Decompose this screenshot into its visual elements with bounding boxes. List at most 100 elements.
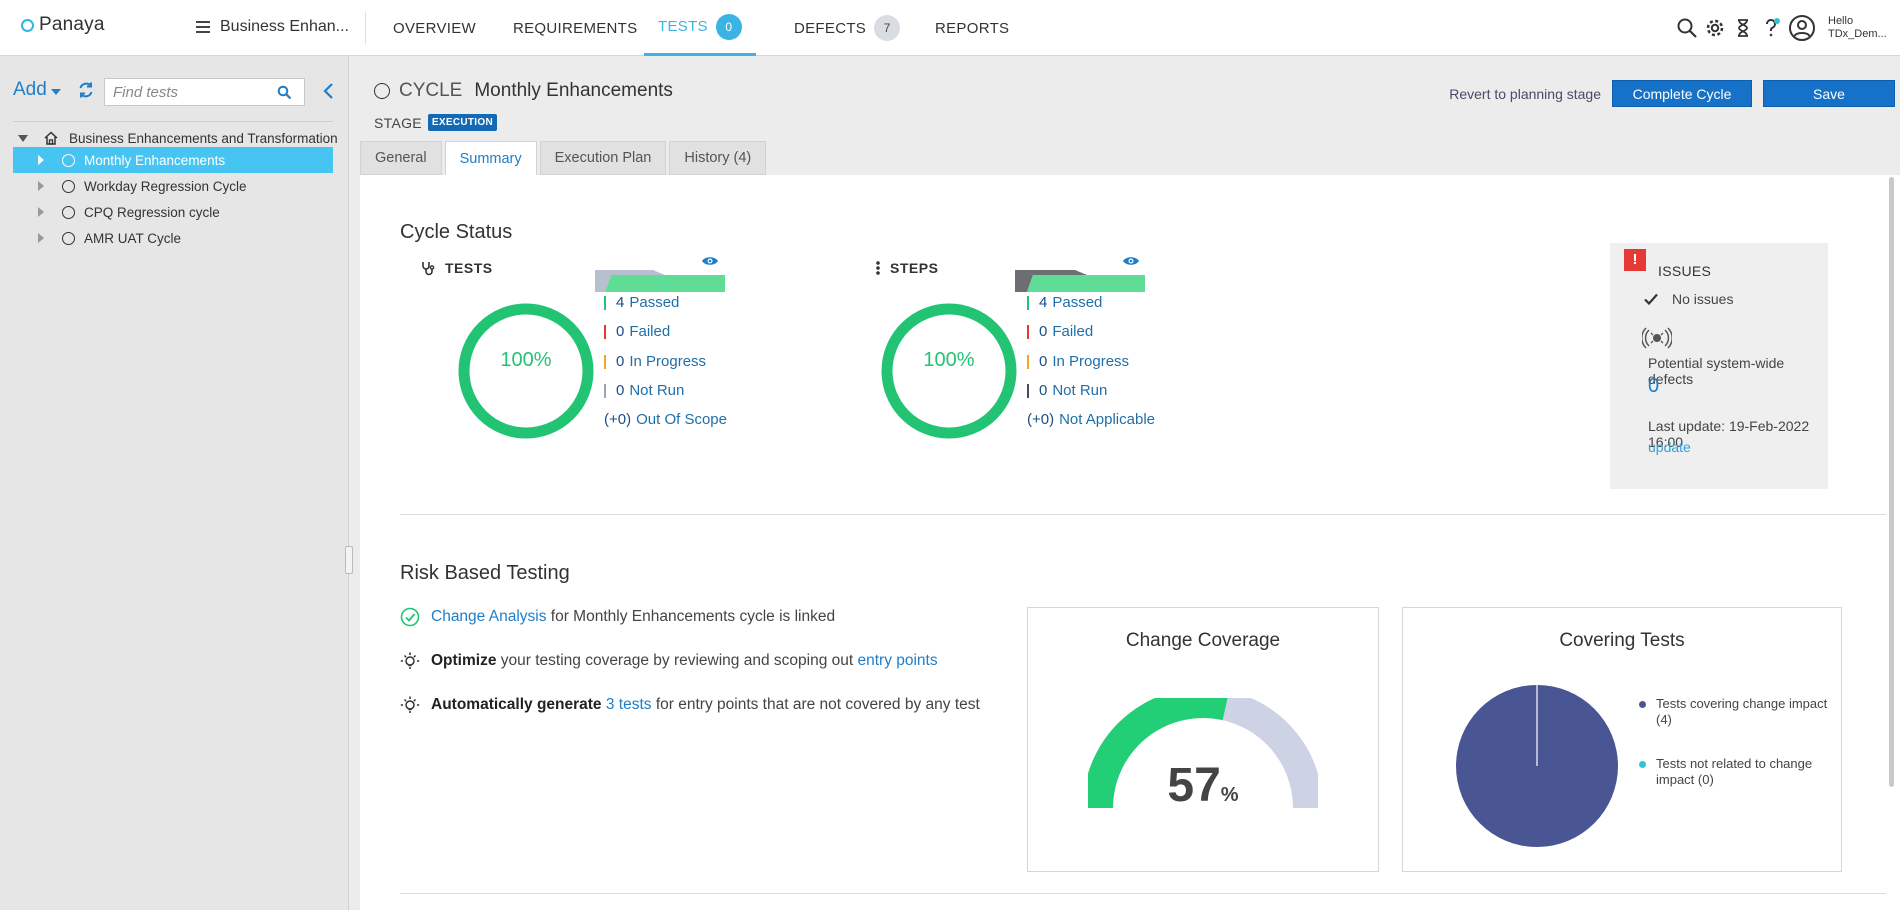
optimize-bold: Optimize [431, 652, 497, 669]
stage-badge: EXECUTION [427, 114, 497, 131]
content-scrollbar[interactable] [1886, 175, 1900, 910]
last-update-text: Last update: 19-Feb-2022 16:00 [1648, 418, 1810, 450]
steps-dots-icon [876, 261, 880, 275]
expand-right-icon[interactable] [38, 233, 44, 243]
tree-item-cpq-regression-cycle[interactable]: CPQ Regression cycle [13, 199, 333, 225]
tab-summary[interactable]: Summary [444, 141, 537, 176]
cycle-status-title: Cycle Status [400, 221, 513, 243]
tests-progress-bar [595, 270, 725, 292]
scrollbar-thumb[interactable] [1889, 177, 1894, 787]
failed-bar [1027, 324, 1029, 339]
user-avatar-icon[interactable] [1788, 14, 1816, 42]
legend-tests-covering: Tests covering change impact (4) [1639, 696, 1829, 728]
hamburger-menu-icon[interactable] [196, 21, 210, 33]
steps-passed-stat[interactable]: 4 Passed [1027, 294, 1102, 311]
stage-indicator: STAGE EXECUTION [374, 114, 497, 131]
cycle-name: Monthly Enhancements [474, 80, 673, 101]
tests-failed-count: 0 [616, 323, 625, 340]
tests-outofscope-stat[interactable]: (+0) Out Of Scope [604, 411, 727, 428]
expand-right-icon[interactable] [38, 207, 44, 217]
expand-right-icon[interactable] [38, 155, 44, 165]
nav-requirements[interactable]: REQUIREMENTS [513, 19, 638, 37]
complete-cycle-button[interactable]: Complete Cycle [1612, 80, 1752, 107]
tree-item-workday-regression-cycle[interactable]: Workday Regression Cycle [13, 173, 333, 199]
tree-root-project[interactable]: Business Enhancements and Transformation [18, 126, 338, 150]
alert-icon: ! [1624, 249, 1646, 271]
lightbulb-icon [400, 652, 420, 669]
panaya-logo[interactable]: Panaya [21, 14, 105, 36]
cycle-header: CYCLE Monthly Enhancements STAGE EXECUTI… [360, 56, 1900, 176]
tab-execution-plan[interactable]: Execution Plan [539, 141, 667, 175]
chevron-down-icon [50, 89, 61, 95]
gear-icon[interactable] [1704, 17, 1726, 39]
search-icon[interactable] [1676, 17, 1698, 39]
home-icon [44, 131, 58, 145]
cycle-status-icon [62, 153, 75, 167]
update-link[interactable]: update [1648, 439, 1691, 455]
steps-notapplicable-count: (+0) [1027, 411, 1055, 428]
change-coverage-value: 57% [1028, 758, 1378, 813]
collapse-sidebar-icon[interactable] [322, 82, 336, 100]
steps-failed-label: Failed [1052, 323, 1094, 340]
tests-failed-stat[interactable]: 0 Failed [604, 323, 670, 340]
change-analysis-link[interactable]: Change Analysis [431, 608, 547, 625]
steps-donut-chart [881, 303, 1017, 439]
risk-based-testing-title: Risk Based Testing [400, 562, 570, 584]
user-greeting[interactable]: Hello TDx_Dem... [1828, 15, 1900, 41]
potential-defects-label: Potential system-wide defects [1648, 355, 1785, 387]
tree-item-amr-uat-cycle[interactable]: AMR UAT Cycle [13, 225, 333, 251]
nav-reports[interactable]: REPORTS [935, 19, 1010, 37]
expand-down-icon[interactable] [18, 134, 28, 142]
sidebar-toolbar: Add [13, 79, 95, 101]
find-tests-input[interactable] [105, 79, 277, 105]
sidebar-resize-handle[interactable] [345, 546, 353, 574]
section-divider [400, 893, 1886, 894]
logo-ring-icon [21, 18, 34, 32]
change-analysis-text: for Monthly Enhancements cycle is linked [546, 608, 836, 625]
legend-dot [1639, 701, 1646, 708]
hourglass-icon[interactable] [1732, 17, 1754, 39]
covering-tests-title: Covering Tests [1559, 630, 1685, 651]
change-coverage-title: Change Coverage [1125, 630, 1281, 651]
refresh-icon[interactable] [77, 81, 95, 99]
help-icon[interactable] [1760, 17, 1782, 39]
tab-history[interactable]: History (4) [669, 141, 767, 175]
stage-label: STAGE [374, 114, 422, 131]
potential-defects-count[interactable]: 0 [1648, 375, 1660, 397]
summary-content: Cycle Status TESTS 100% 4 Passed 0 Failed … [360, 175, 1900, 910]
add-button[interactable]: Add [13, 79, 61, 101]
nav-overview[interactable]: OVERVIEW [393, 19, 476, 37]
save-button[interactable]: Save [1763, 80, 1895, 107]
steps-passed-label: Passed [1052, 294, 1103, 311]
nav-tests[interactable]: TESTS 0 [644, 0, 756, 56]
revert-to-planning-link[interactable]: Revert to planning stage [1449, 85, 1601, 102]
expand-right-icon[interactable] [38, 181, 44, 191]
auto-generate-text: for entry points that are not covered by… [651, 696, 980, 713]
tests-passed-stat[interactable]: 4 Passed [604, 294, 679, 311]
tests-inprogress-stat[interactable]: 0 In Progress [604, 353, 706, 370]
tests-label: TESTS [445, 260, 493, 276]
system-defect-broadcast-icon [1642, 327, 1672, 349]
nav-defects[interactable]: DEFECTS 7 [794, 0, 901, 56]
tab-general[interactable]: General [360, 141, 442, 175]
eye-icon[interactable] [701, 255, 719, 267]
project-selector[interactable]: Business Enhan... [196, 18, 349, 36]
steps-passed-count: 4 [1039, 294, 1048, 311]
tree-item-label: CPQ Regression cycle [84, 204, 220, 220]
steps-notapplicable-stat[interactable]: (+0) Not Applicable [1027, 411, 1155, 428]
tree-item-monthly-enhancements[interactable]: Monthly Enhancements [13, 147, 333, 173]
tests-notrun-stat[interactable]: 0 Not Run [604, 382, 684, 399]
three-tests-link[interactable]: 3 tests [605, 696, 652, 713]
covering-tests-panel: Covering Tests Tests covering change imp… [1402, 607, 1842, 872]
failed-bar [604, 324, 606, 339]
entry-points-link[interactable]: entry points [857, 652, 938, 669]
legend-label: Tests not related to change impact (0) [1656, 756, 1813, 787]
steps-failed-stat[interactable]: 0 Failed [1027, 323, 1093, 340]
tree-item-label: AMR UAT Cycle [84, 230, 182, 246]
eye-icon[interactable] [1122, 255, 1140, 267]
no-issues-label: No issues [1672, 291, 1734, 307]
add-label: Add [13, 79, 47, 100]
search-icon[interactable] [277, 85, 292, 100]
steps-inprogress-stat[interactable]: 0 In Progress [1027, 353, 1129, 370]
steps-notrun-stat[interactable]: 0 Not Run [1027, 382, 1107, 399]
